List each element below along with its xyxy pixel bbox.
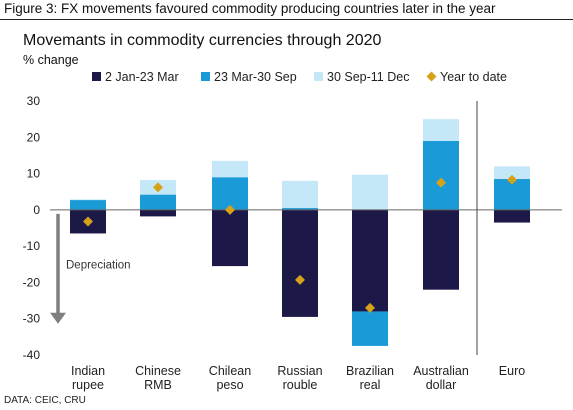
category-label: Australian [413, 364, 469, 378]
category-label: dollar [426, 378, 457, 392]
bar-segment [212, 209, 248, 267]
y-tick-label: -30 [23, 312, 41, 326]
legend-label: Year to date [440, 70, 507, 84]
legend-label: 30 Sep-11 Dec [327, 70, 409, 84]
y-tick-label: -20 [23, 275, 41, 289]
data-source: DATA: CEIC, CRU [4, 395, 86, 406]
bar-segment [352, 209, 388, 312]
bar-segment [352, 174, 388, 210]
y-tick-label: 20 [27, 130, 41, 144]
legend-swatch [426, 71, 437, 82]
y-tick-label: -10 [23, 239, 41, 253]
category-label: peso [216, 378, 243, 392]
bar-segment [70, 200, 106, 210]
y-axis-label: % change [23, 53, 79, 67]
category-label: Euro [499, 364, 525, 378]
bar-segment [282, 209, 318, 317]
legend-swatch [201, 72, 210, 81]
y-tick-label: 10 [27, 167, 41, 181]
category-label: real [360, 378, 381, 392]
depreciation-arrow-head [50, 312, 66, 324]
year-to-date-marker [365, 302, 375, 313]
category-label: Chilean [209, 364, 251, 378]
bar-segment [423, 140, 459, 210]
bar-segment [140, 194, 176, 210]
bar-segment [423, 209, 459, 290]
currency-chart: 30 20 10 0 -10 -20 -30 -40 Depreciation Indianrup… [23, 70, 562, 392]
legend-label: 2 Jan-23 Mar [105, 70, 179, 84]
year-to-date-marker [153, 182, 163, 193]
category-label: rouble [283, 378, 318, 392]
bar-segment [352, 311, 388, 346]
year-to-date-marker [83, 216, 93, 227]
bar-segment [212, 160, 248, 178]
legend-swatch [92, 72, 101, 81]
legend-label: 23 Mar-30 Sep [214, 70, 297, 84]
year-to-date-marker [225, 204, 235, 215]
category-label: Chinese [135, 364, 181, 378]
category-label: RMB [144, 378, 172, 392]
bar-segment [494, 209, 530, 223]
bar-segment [140, 209, 176, 217]
bar-segment [423, 119, 459, 141]
legend-swatch [314, 72, 323, 81]
category-label: Brazilian [346, 364, 394, 378]
year-to-date-marker [436, 177, 446, 188]
category-label: Indian [71, 364, 105, 378]
bar-segment [282, 180, 318, 209]
y-tick-label: 30 [27, 94, 41, 108]
bar-segment [212, 177, 248, 210]
year-to-date-marker [295, 274, 305, 285]
caption-divider [0, 19, 573, 20]
bar-segment [70, 199, 106, 201]
category-label: Russian [277, 364, 322, 378]
chart-title: Movemants in commodity currencies throug… [23, 32, 382, 49]
bar-segment [282, 208, 318, 210]
y-tick-label: -40 [23, 348, 41, 362]
figure-caption: Figure 3: FX movements favoured commodit… [4, 1, 496, 16]
depreciation-label: Depreciation [66, 259, 131, 271]
bar-segment [494, 166, 530, 180]
year-to-date-marker [507, 174, 517, 185]
y-tick-label: 0 [33, 203, 40, 217]
category-label: rupee [72, 378, 104, 392]
